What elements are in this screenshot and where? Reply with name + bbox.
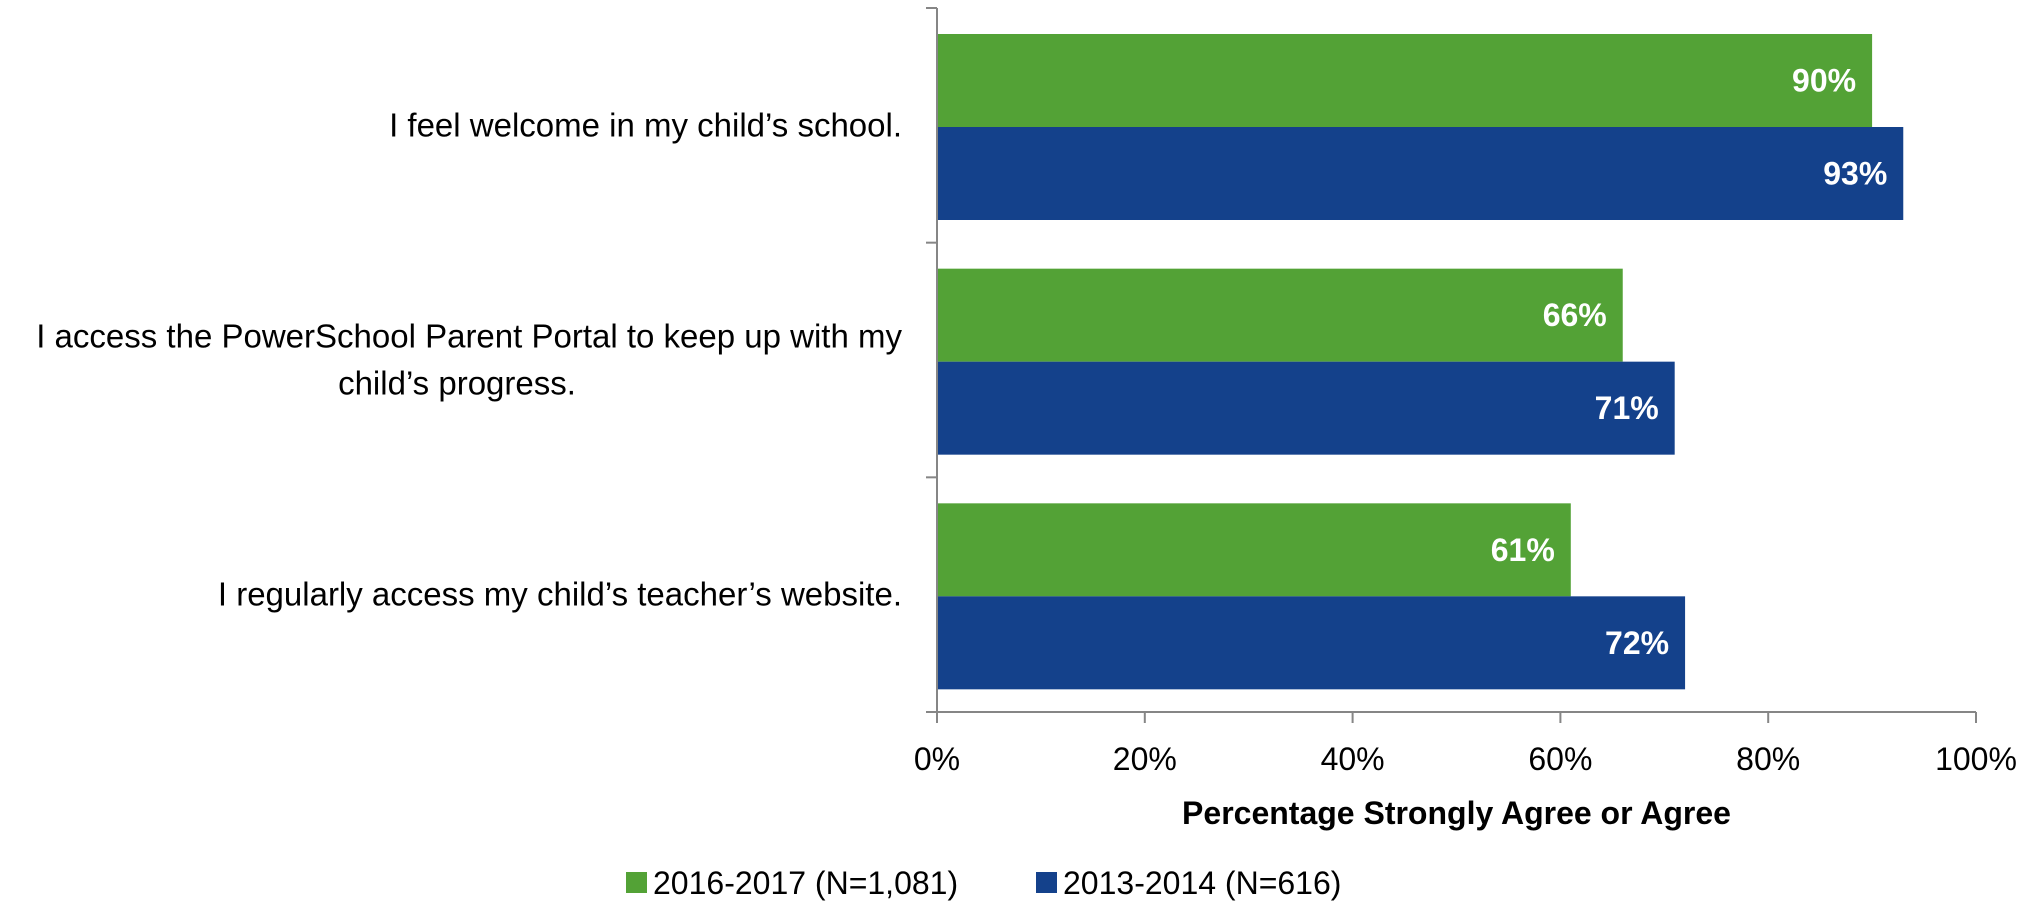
category-label-line: I feel welcome in my child’s school.: [389, 106, 902, 143]
x-tick-label: 60%: [1528, 741, 1592, 777]
x-tick-label: 80%: [1736, 741, 1800, 777]
axes-group: 0% 20% 40% 60% 80% 100% Percentage Strongly Ag…: [914, 7, 2017, 831]
x-tick-label: 100%: [1935, 741, 2017, 777]
x-tick-label: 40%: [1321, 741, 1385, 777]
x-axis-title: Percentage Strongly Agree or Agree: [1182, 795, 1731, 831]
legend: 2016-2017 (N=1,081) 2013-2014 (N=616): [626, 865, 1341, 901]
data-label-series1-cat3: 61%: [1491, 532, 1555, 568]
category-label-2: I access the PowerSchool Parent Portal t…: [36, 318, 902, 402]
bar-series1-cat1: [937, 34, 1873, 127]
data-labels-group: 90% 93% 66% 71% 61% 72%: [1491, 63, 1888, 661]
category-label-1: I feel welcome in my child’s school.: [389, 106, 902, 143]
bar-series2-cat1: [937, 127, 1904, 220]
bar-series1-cat3: [937, 503, 1571, 597]
category-label-line: I access the PowerSchool Parent Portal t…: [36, 318, 902, 355]
legend-label-2: 2013-2014 (N=616): [1063, 865, 1341, 901]
x-tick-label: 0%: [914, 741, 960, 777]
bar-series1-cat2: [937, 268, 1623, 362]
category-label-line: child’s progress.: [338, 365, 576, 402]
bar-series2-cat2: [937, 361, 1675, 455]
legend-swatch-1: [626, 872, 647, 893]
legend-swatch-2: [1036, 872, 1057, 893]
data-label-series2-cat3: 72%: [1605, 625, 1669, 661]
category-labels-group: I feel welcome in my child’s school. I ac…: [36, 106, 902, 612]
data-label-series1-cat1: 90%: [1792, 63, 1856, 99]
bar-series2-cat3: [937, 596, 1686, 690]
x-tick-label: 20%: [1113, 741, 1177, 777]
legend-label-1: 2016-2017 (N=1,081): [653, 865, 958, 901]
bars-group: [937, 34, 1904, 690]
category-label-3: I regularly access my child’s teacher’s …: [218, 576, 902, 613]
data-label-series2-cat2: 71%: [1595, 390, 1659, 426]
data-label-series2-cat1: 93%: [1823, 156, 1887, 192]
category-label-line: I regularly access my child’s teacher’s …: [218, 576, 902, 613]
data-label-series1-cat2: 66%: [1543, 297, 1607, 333]
